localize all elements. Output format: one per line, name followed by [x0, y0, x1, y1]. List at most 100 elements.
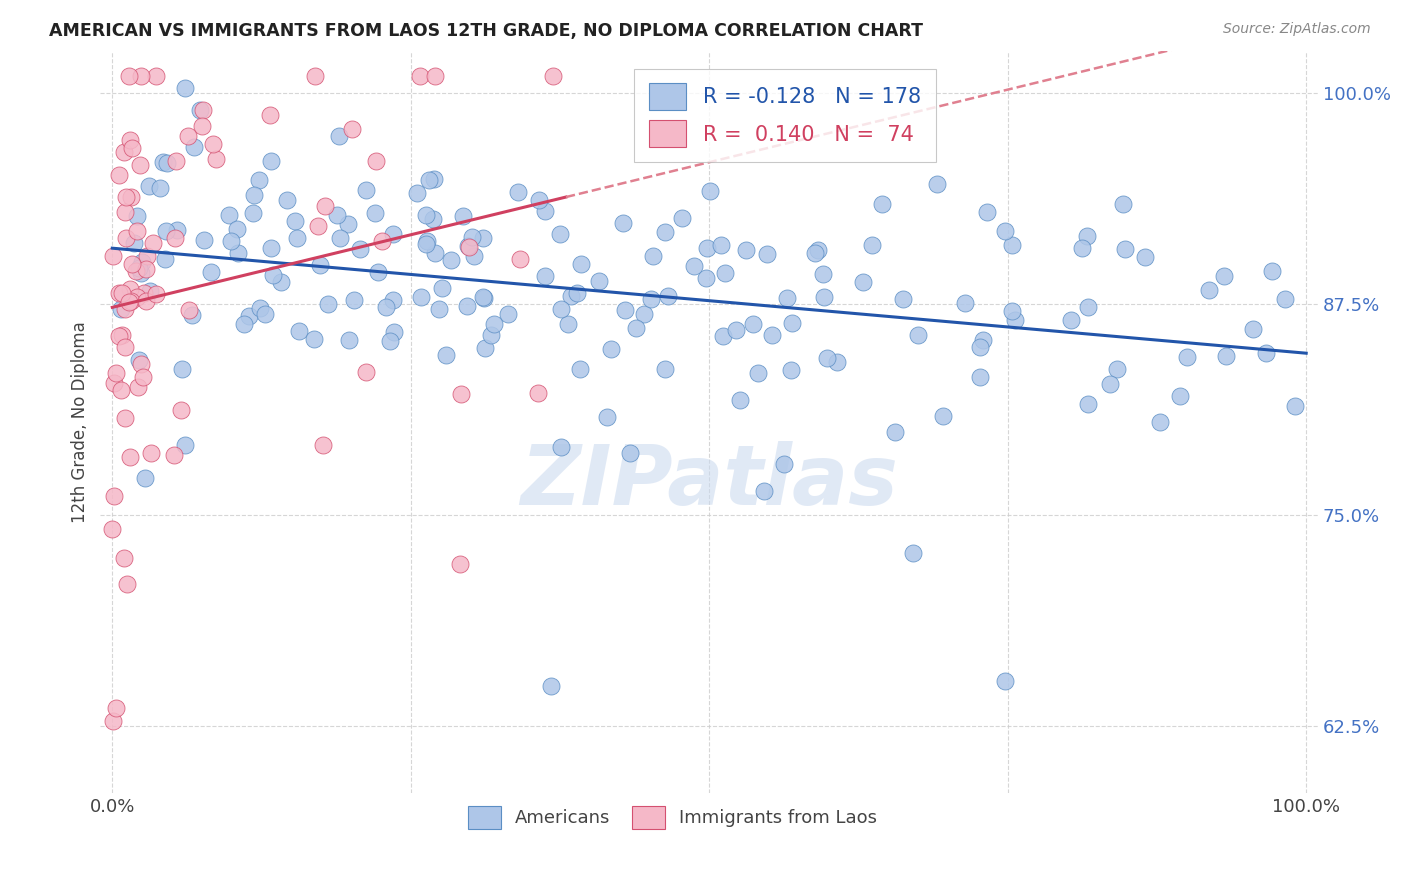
Point [111, 328, 134, 343]
Point [270, 275, 292, 289]
Point [1241, 322, 1264, 336]
Point [457, 239, 479, 253]
Point [152, 154, 174, 169]
Point [1284, 399, 1306, 413]
Point [560, 289, 582, 303]
Point [354, 365, 377, 379]
Point [1098, 377, 1121, 392]
Point [166, 222, 188, 236]
Point [430, 280, 453, 294]
Text: ZIPatlas: ZIPatlas [520, 441, 898, 522]
Point [316, 297, 339, 311]
Point [953, 296, 976, 310]
Y-axis label: 12th Grade, No Diploma: 12th Grade, No Diploma [72, 321, 89, 523]
Point [657, 289, 679, 303]
Point [128, 158, 150, 172]
Point [565, 286, 588, 301]
Point [101, 249, 124, 263]
Point [870, 197, 893, 211]
Point [135, 262, 157, 277]
Point [110, 301, 132, 316]
Point [772, 457, 794, 471]
Point [114, 301, 136, 316]
Point [156, 156, 179, 170]
Point [817, 351, 839, 365]
Point [129, 69, 152, 83]
Point [371, 234, 394, 248]
Point [135, 249, 157, 263]
Point [534, 269, 557, 284]
Point [127, 380, 149, 394]
Point [884, 425, 907, 440]
Point [139, 284, 162, 298]
Point [429, 301, 451, 316]
Point [228, 245, 250, 260]
Point [242, 206, 264, 220]
Point [472, 231, 495, 245]
Point [450, 387, 472, 401]
Point [425, 246, 447, 260]
Point [813, 290, 835, 304]
Point [114, 340, 136, 354]
Point [219, 234, 242, 248]
Point [108, 286, 131, 301]
Point [181, 308, 204, 322]
Text: Source: ZipAtlas.com: Source: ZipAtlas.com [1223, 22, 1371, 37]
Point [612, 216, 634, 230]
Point [569, 257, 592, 271]
Point [440, 252, 463, 267]
Point [145, 287, 167, 301]
Point [456, 299, 478, 313]
Point [925, 177, 948, 191]
Point [367, 264, 389, 278]
Point [114, 411, 136, 425]
Point [451, 209, 474, 223]
Point [120, 293, 142, 308]
Point [1261, 264, 1284, 278]
Point [304, 69, 326, 83]
Point [191, 103, 214, 118]
Point [153, 252, 176, 266]
Point [364, 206, 387, 220]
Point [969, 341, 991, 355]
Point [506, 185, 529, 199]
Point [415, 208, 437, 222]
Point [474, 341, 496, 355]
Point [852, 275, 875, 289]
Point [471, 290, 494, 304]
Point [105, 366, 128, 380]
Point [993, 224, 1015, 238]
Point [115, 231, 138, 245]
Point [125, 290, 148, 304]
Point [568, 362, 591, 376]
Point [671, 211, 693, 226]
Point [976, 205, 998, 219]
Point [901, 546, 924, 560]
Point [755, 246, 778, 260]
Point [418, 172, 440, 186]
Point [728, 393, 751, 408]
Legend: Americans, Immigrants from Laos: Americans, Immigrants from Laos [461, 798, 884, 837]
Point [640, 292, 662, 306]
Point [742, 317, 765, 331]
Point [118, 133, 141, 147]
Point [145, 69, 167, 83]
Point [375, 301, 398, 315]
Point [249, 301, 271, 315]
Point [710, 238, 733, 252]
Point [260, 241, 283, 255]
Point [614, 303, 637, 318]
Point [382, 325, 405, 339]
Point [103, 489, 125, 503]
Point [105, 700, 128, 714]
Point [163, 448, 186, 462]
Point [284, 214, 307, 228]
Point [472, 291, 495, 305]
Point [449, 557, 471, 571]
Point [699, 184, 721, 198]
Point [131, 255, 153, 269]
Point [457, 239, 479, 253]
Point [174, 438, 197, 452]
Point [713, 328, 735, 343]
Point [328, 128, 350, 143]
